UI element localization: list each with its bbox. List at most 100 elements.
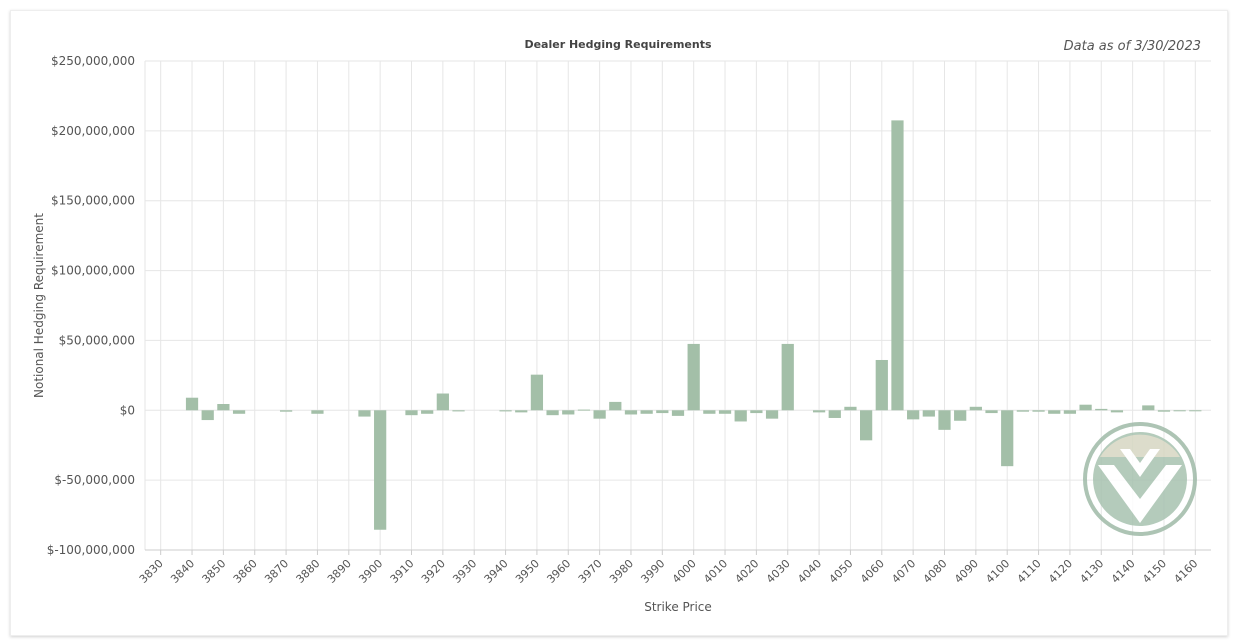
- x-tick-label: 4030: [764, 557, 793, 586]
- brand-logo-icon: [1083, 422, 1197, 536]
- x-axis-title: Strike Price: [644, 600, 712, 614]
- chart-title: Dealer Hedging Requirements: [524, 38, 712, 51]
- x-tick-label: 4080: [921, 557, 950, 586]
- bar: [201, 410, 214, 421]
- bar: [279, 410, 293, 412]
- x-tick-label: 4100: [983, 557, 1012, 586]
- x-tick-label: 4110: [1015, 557, 1044, 586]
- bar: [640, 410, 653, 414]
- x-tick-label: 4120: [1046, 557, 1075, 586]
- bar: [436, 393, 449, 411]
- bar: [907, 410, 920, 420]
- bar: [185, 397, 199, 411]
- bar: [954, 410, 967, 421]
- bar: [969, 406, 982, 411]
- bar: [577, 409, 591, 411]
- bar: [515, 410, 528, 413]
- bar: [232, 410, 246, 414]
- x-tick-label: 3910: [388, 557, 417, 586]
- bar: [985, 410, 998, 414]
- bar: [734, 410, 747, 422]
- bar: [217, 403, 230, 411]
- chart-card: Data as of 3/30/2023: [10, 10, 1228, 636]
- bar: [1048, 410, 1061, 414]
- bar: [624, 410, 638, 415]
- bar: [891, 120, 904, 411]
- x-tick-label: 4130: [1077, 557, 1106, 586]
- x-tick-label: 3890: [325, 557, 354, 586]
- y-tick-label: $100,000,000: [51, 264, 135, 278]
- bar: [875, 359, 888, 411]
- x-tick-label: 4140: [1109, 557, 1138, 586]
- x-tick-label: 3830: [137, 557, 166, 586]
- y-tick-label: $200,000,000: [51, 124, 135, 138]
- bar: [1110, 410, 1124, 413]
- x-tick-label: 4150: [1140, 557, 1169, 586]
- x-tick-label: 4090: [952, 557, 981, 586]
- bar: [765, 410, 779, 419]
- x-tick-label: 4040: [795, 557, 824, 586]
- y-tick-label: $50,000,000: [59, 333, 135, 347]
- bar: [374, 410, 387, 530]
- bar: [1157, 410, 1171, 412]
- x-tick-label: 3940: [482, 557, 511, 586]
- bar: [687, 343, 700, 411]
- bar: [938, 410, 951, 430]
- bar: [609, 401, 622, 411]
- y-tick-label: $150,000,000: [51, 194, 135, 208]
- y-tick-label: $250,000,000: [51, 54, 135, 68]
- bar: [812, 410, 826, 413]
- x-tick-label: 4020: [733, 557, 762, 586]
- bar: [671, 410, 685, 416]
- bar: [1189, 410, 1202, 412]
- bar: [1063, 410, 1077, 414]
- x-tick-label: 3900: [356, 557, 385, 586]
- bar: [656, 410, 669, 414]
- bar: [1032, 410, 1045, 412]
- x-tick-label: 4050: [827, 557, 856, 586]
- x-tick-label: 3920: [419, 557, 448, 586]
- x-tick-label: 3990: [638, 557, 667, 586]
- bar: [781, 343, 794, 411]
- bar: [1016, 410, 1029, 412]
- x-tick-label: 4070: [889, 557, 918, 586]
- bar: [750, 410, 763, 414]
- bar: [703, 410, 716, 414]
- bar: [530, 374, 544, 411]
- bar: [718, 410, 732, 414]
- data-as-of-label: Data as of 3/30/2023: [1063, 39, 1201, 54]
- bar: [860, 410, 873, 441]
- bar: [1095, 408, 1108, 411]
- x-tick-label: 3880: [294, 557, 323, 586]
- x-tick-label: 4160: [1171, 557, 1200, 586]
- bar: [1142, 405, 1155, 411]
- bar: [358, 410, 371, 417]
- x-tick-label: 3930: [450, 557, 479, 586]
- y-axis-title: Notional Hedging Requirement: [32, 213, 46, 398]
- bar: [421, 410, 434, 414]
- bar: [405, 410, 418, 416]
- x-tick-label: 4000: [670, 557, 699, 586]
- bar: [546, 410, 559, 416]
- bar: [593, 410, 606, 419]
- x-tick-label: 3840: [168, 557, 197, 586]
- x-tick-label: 3970: [576, 557, 605, 586]
- bar: [1173, 410, 1186, 412]
- bar: [562, 410, 575, 415]
- bar: [1001, 410, 1014, 467]
- x-tick-label: 3950: [513, 557, 542, 586]
- x-tick-label: 3960: [544, 557, 573, 586]
- bar: [844, 406, 857, 411]
- bar: [828, 410, 841, 418]
- bar: [311, 410, 324, 414]
- bar: [1079, 404, 1092, 411]
- y-tick-label: $-100,000,000: [47, 543, 135, 557]
- bar: [922, 410, 935, 417]
- x-tick-label: 3850: [200, 557, 229, 586]
- x-tick-label: 3870: [262, 557, 291, 586]
- bar: [452, 410, 465, 412]
- x-tick-label: 3860: [231, 557, 260, 586]
- x-tick-label: 4060: [858, 557, 887, 586]
- y-tick-label: $0: [120, 403, 135, 417]
